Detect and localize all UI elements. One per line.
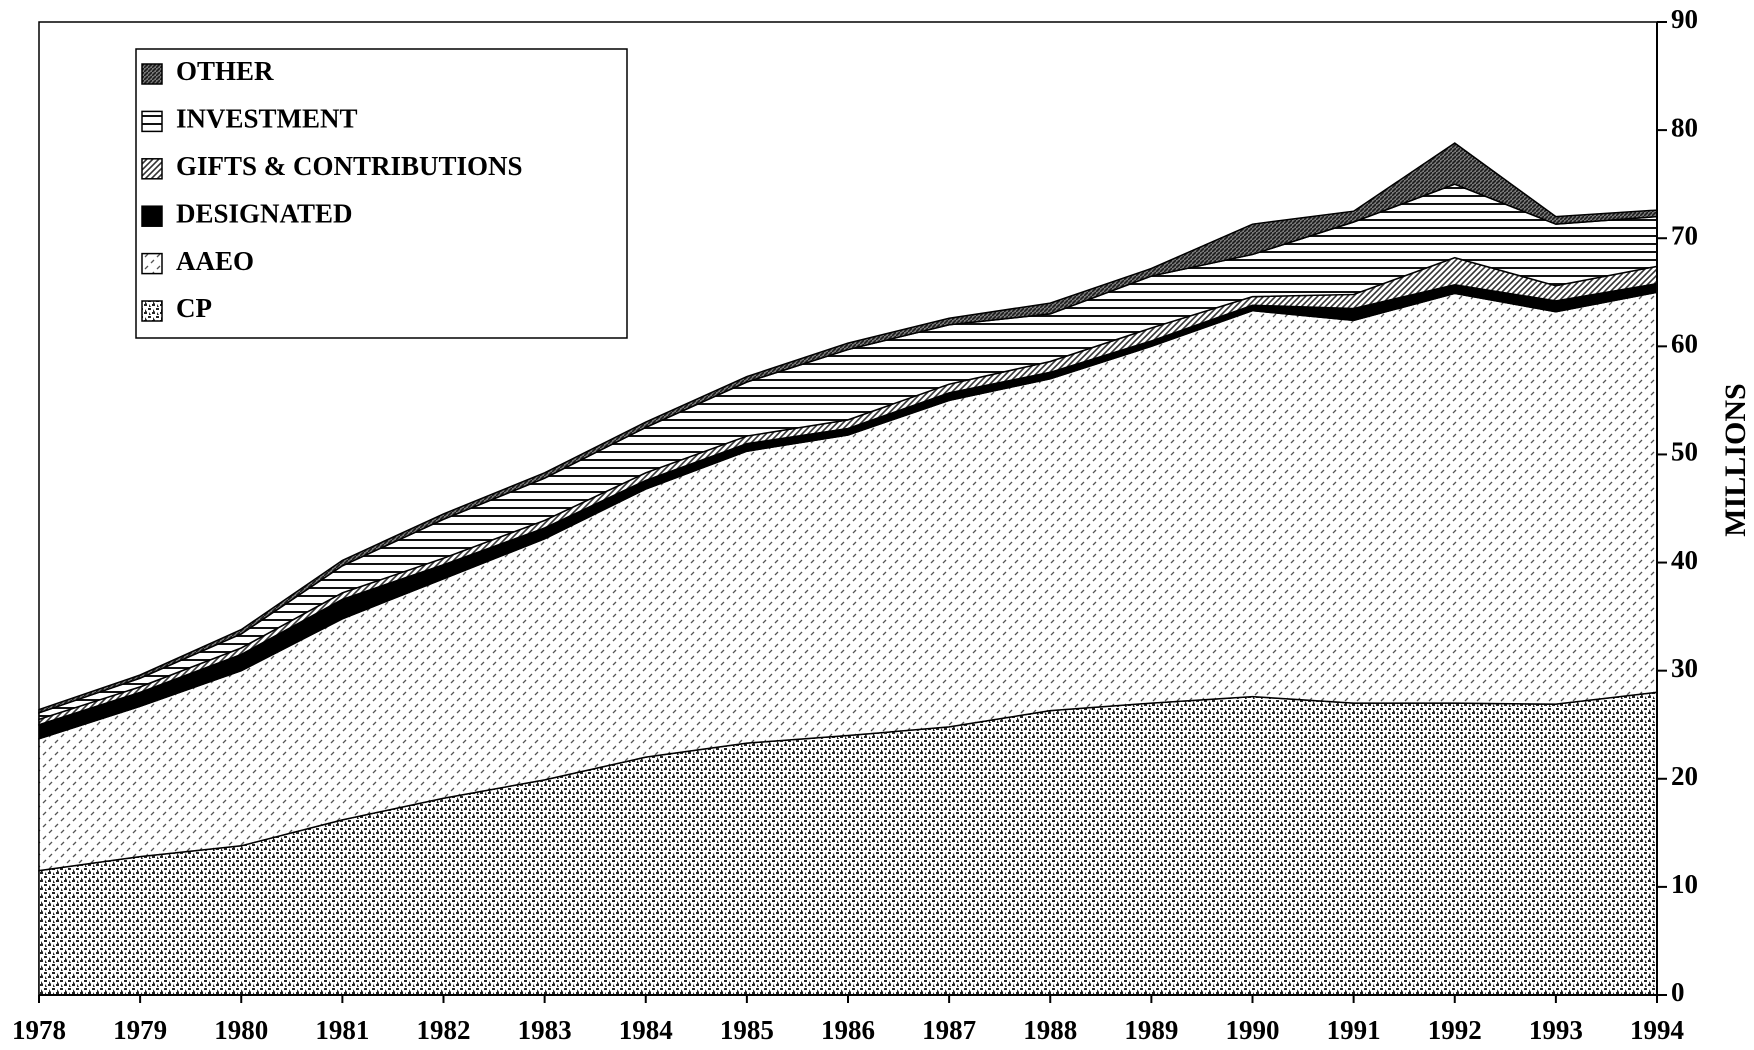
legend-swatch [141, 205, 163, 227]
legend: CP AAEO DESIGNATED GIFTS & CONTRIBUTIONS INV… [135, 48, 628, 339]
legend-swatch [141, 63, 163, 85]
legend-swatch [141, 252, 163, 275]
legend-box [135, 48, 628, 339]
x-tick-label: 1989 [1124, 1015, 1178, 1045]
y-tick-label: 30 [1671, 653, 1698, 683]
y-tick-label: 10 [1671, 869, 1698, 899]
y-axis-label: MILLIONS [1719, 383, 1752, 536]
y-tick-label: 50 [1671, 437, 1698, 467]
legend-label: CP [176, 293, 212, 323]
x-tick-label: 1981 [315, 1015, 369, 1045]
y-tick-label: 80 [1671, 112, 1698, 142]
legend-label: OTHER [176, 56, 274, 86]
x-tick-label: 1990 [1226, 1015, 1280, 1045]
y-tick-label: 0 [1671, 977, 1685, 1007]
y-tick-label: 20 [1671, 761, 1698, 791]
legend-label: INVESTMENT [176, 104, 358, 134]
x-tick-label: 1994 [1630, 1015, 1684, 1045]
legend-swatch [141, 110, 163, 133]
y-tick-label: 70 [1671, 220, 1698, 250]
x-tick-label: 1987 [922, 1015, 976, 1045]
x-tick-label: 1979 [113, 1015, 167, 1045]
y-tick-label: 40 [1671, 545, 1698, 575]
legend-swatch [141, 300, 163, 322]
x-tick-label: 1983 [518, 1015, 572, 1045]
legend-label: DESIGNATED [176, 198, 353, 228]
x-tick-label: 1986 [821, 1015, 875, 1045]
x-tick-label: 1992 [1428, 1015, 1482, 1045]
x-tick-label: 1991 [1327, 1015, 1381, 1045]
legend-label: GIFTS & CONTRIBUTIONS [176, 151, 523, 181]
x-tick-label: 1982 [417, 1015, 471, 1045]
y-tick-label: 60 [1671, 329, 1698, 359]
legend-swatch [141, 158, 163, 180]
x-tick-label: 1978 [12, 1015, 66, 1045]
y-tick-label: 90 [1671, 4, 1698, 34]
legend-label: AAEO [176, 246, 254, 276]
x-tick-label: 1985 [720, 1015, 774, 1045]
x-tick-label: 1980 [214, 1015, 268, 1045]
x-tick-label: 1984 [619, 1015, 673, 1045]
x-tick-label: 1988 [1023, 1015, 1077, 1045]
x-tick-label: 1993 [1529, 1015, 1583, 1045]
